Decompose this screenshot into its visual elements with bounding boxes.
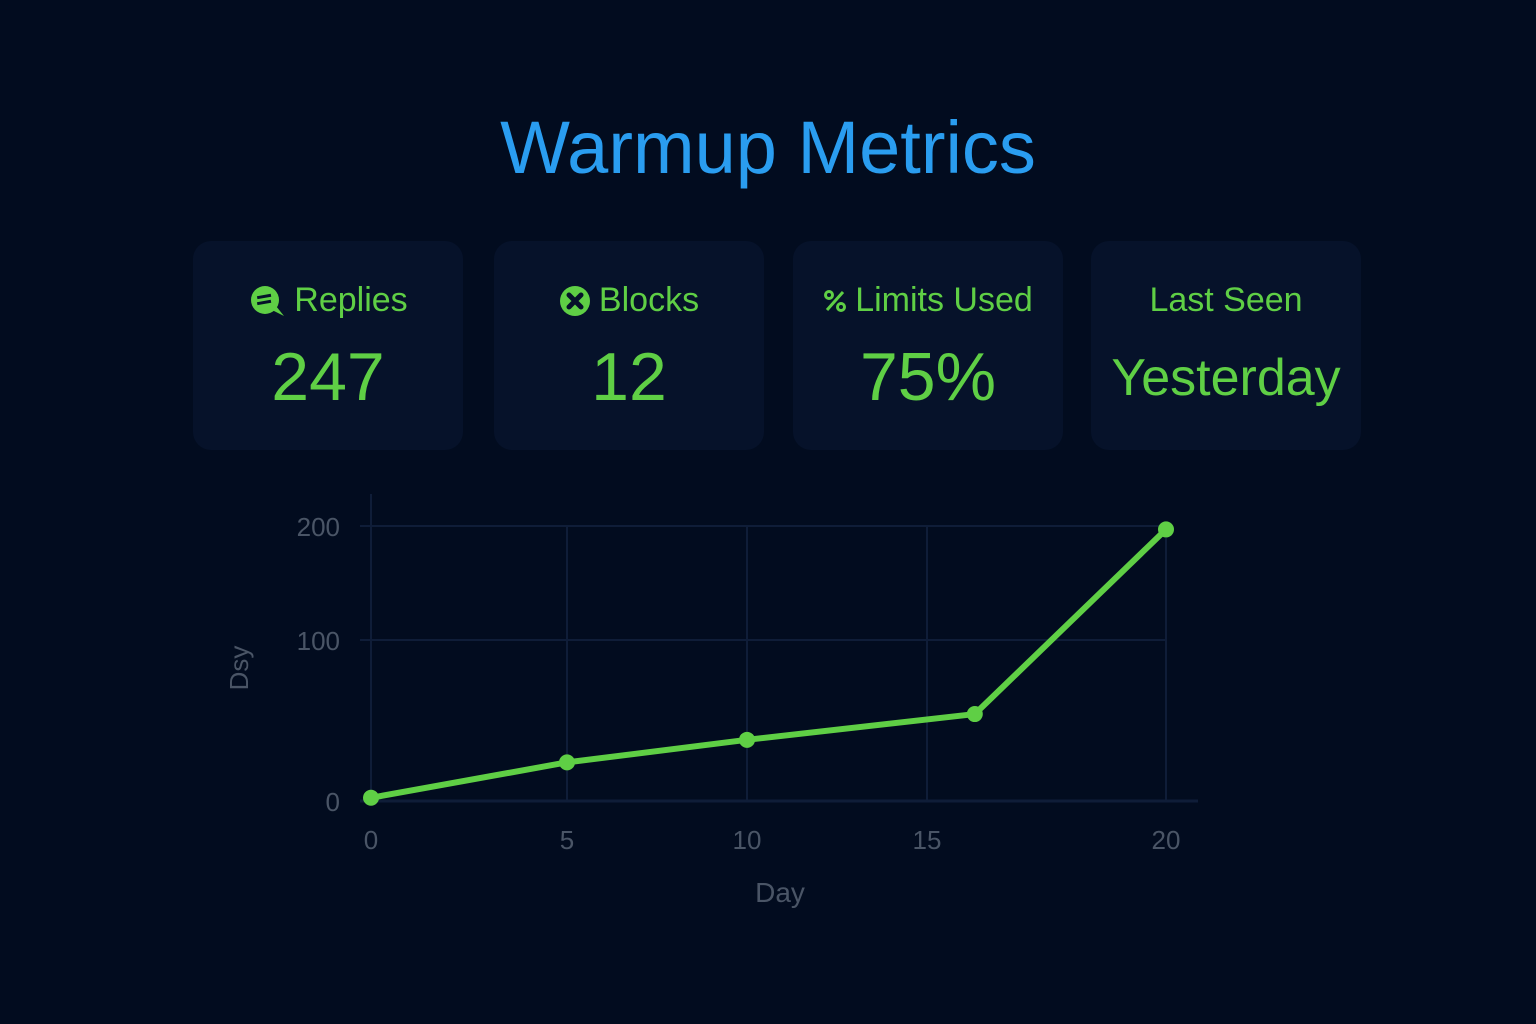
blocks-label: Blocks xyxy=(598,281,700,319)
last-seen-card: Last Seen Yesterday xyxy=(1091,241,1361,450)
data-point xyxy=(966,706,983,723)
percent-icon xyxy=(823,289,847,313)
y-tick-label: 200 xyxy=(297,512,340,542)
y-axis-label: Dsy xyxy=(224,646,254,691)
x-axis-label: Day xyxy=(755,877,805,908)
x-circle-icon xyxy=(559,285,591,317)
replies-value: 247 xyxy=(271,339,385,415)
replies-label: Replies xyxy=(294,281,408,319)
blocks-value: 12 xyxy=(591,339,667,415)
x-tick-label: 5 xyxy=(560,825,574,855)
chat-bubble-icon xyxy=(248,284,286,318)
y-tick-label: 100 xyxy=(297,626,340,656)
page-title: Warmup Metrics xyxy=(500,106,1036,189)
limits-label: Limits Used xyxy=(855,281,1033,319)
data-point xyxy=(1158,521,1174,538)
last-seen-value: Yesterday xyxy=(1111,349,1341,407)
y-tick-label: 0 xyxy=(326,787,340,817)
data-point xyxy=(363,789,379,806)
x-tick-label: 0 xyxy=(364,825,378,855)
x-tick-label: 15 xyxy=(913,825,942,855)
data-point xyxy=(739,731,755,748)
limits-card: Limits Used 75% xyxy=(793,241,1063,450)
replies-card: Replies 247 xyxy=(193,241,463,450)
blocks-card: Blocks 12 xyxy=(494,241,764,450)
last-seen-label: Last Seen xyxy=(1149,281,1303,319)
limits-value: 75% xyxy=(859,339,997,415)
data-point xyxy=(559,754,575,771)
x-tick-label: 20 xyxy=(1152,825,1181,855)
x-tick-label: 10 xyxy=(733,825,762,855)
series-line xyxy=(370,527,1169,801)
